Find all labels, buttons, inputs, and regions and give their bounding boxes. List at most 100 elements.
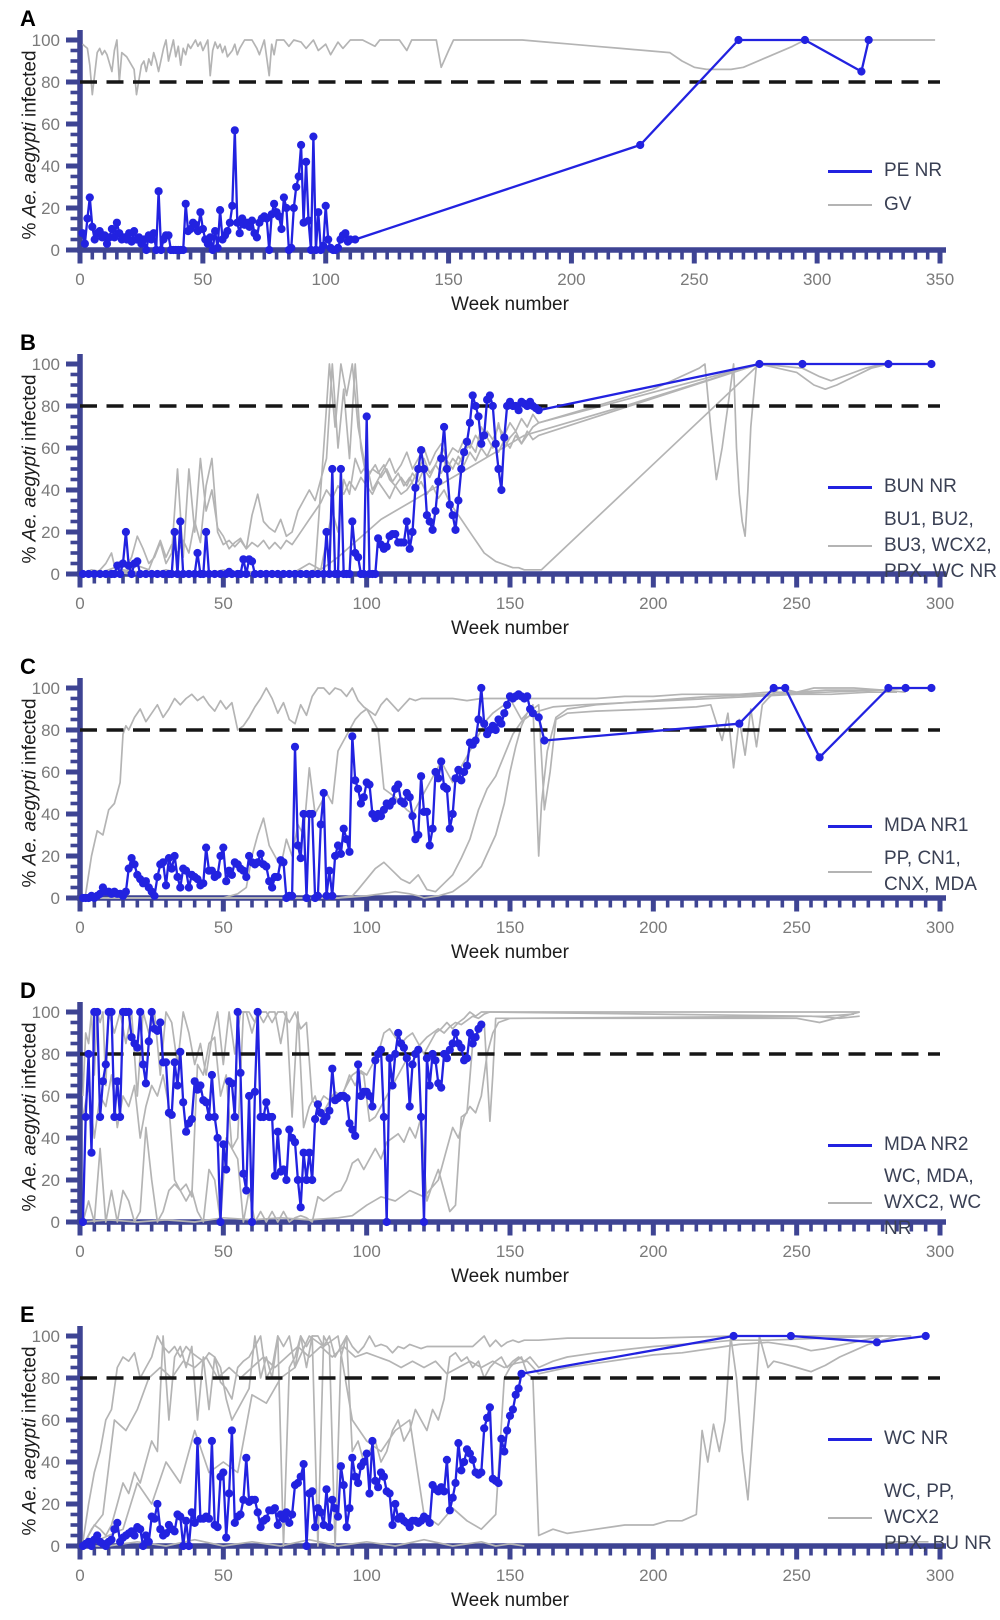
- data-point: [316, 820, 325, 829]
- data-point: [385, 1489, 394, 1498]
- data-point: [127, 854, 136, 863]
- data-point: [285, 1125, 294, 1134]
- data-point: [236, 569, 245, 579]
- data-point: [78, 229, 87, 238]
- data-point: [288, 1510, 297, 1519]
- data-point: [101, 569, 110, 579]
- data-point: [872, 1338, 882, 1347]
- data-point: [193, 1436, 202, 1446]
- data-point: [328, 891, 337, 900]
- data-point: [90, 235, 99, 244]
- axis-ticks: [66, 37, 943, 264]
- data-point: [262, 862, 271, 871]
- blue-series: [78, 683, 936, 903]
- data-point: [500, 1447, 509, 1456]
- data-point: [87, 1541, 96, 1551]
- data-point: [419, 464, 429, 474]
- data-point: [96, 1112, 105, 1122]
- data-point: [262, 1514, 271, 1523]
- data-point: [184, 883, 193, 892]
- data-point: [408, 1060, 417, 1069]
- data-point: [391, 530, 400, 539]
- data-point: [141, 1531, 150, 1540]
- data-point: [179, 569, 188, 579]
- svg-text:0: 0: [51, 889, 60, 908]
- data-point: [308, 569, 317, 579]
- data-point: [302, 893, 311, 903]
- data-point: [405, 1102, 414, 1111]
- panel-b: B 0 50 100 150 200 250 300 0 20 40 60 80 100 % Ae. a…: [0, 324, 1000, 648]
- data-point: [325, 1523, 334, 1532]
- data-point: [182, 866, 191, 875]
- data-point: [328, 464, 337, 474]
- data-point: [290, 569, 300, 579]
- data-point: [325, 569, 334, 579]
- data-point: [341, 229, 350, 238]
- data-point: [216, 851, 225, 861]
- data-point: [336, 464, 345, 474]
- data-point: [382, 542, 391, 551]
- data-point: [414, 1045, 423, 1054]
- data-point: [196, 208, 205, 217]
- data-point: [273, 1520, 282, 1530]
- data-point: [462, 761, 472, 770]
- data-point: [133, 1043, 142, 1052]
- blue-series: [78, 1331, 930, 1551]
- data-point: [511, 1390, 520, 1399]
- data-point: [83, 214, 92, 223]
- svg-text:250: 250: [680, 270, 708, 289]
- panel-e: E 0 50 100 150 200 250 300 0 20 40 60 80 100 % Ae. a…: [0, 1296, 1000, 1620]
- svg-text:350: 350: [926, 270, 954, 289]
- data-point: [256, 569, 265, 579]
- data-point: [305, 1148, 314, 1157]
- data-point: [339, 824, 348, 833]
- chart-e: 0 50 100 150 200 250 300 0 20 40 60 80 100: [32, 1326, 954, 1585]
- data-point: [351, 1472, 360, 1481]
- data-point: [302, 1541, 311, 1551]
- svg-text:80: 80: [41, 721, 60, 740]
- data-point: [359, 1457, 368, 1467]
- svg-text:150: 150: [496, 594, 524, 613]
- svg-text:300: 300: [926, 1242, 954, 1261]
- gray-series: [82, 687, 932, 899]
- gray-series: [82, 1011, 860, 1223]
- data-point: [245, 851, 254, 861]
- data-point: [428, 824, 437, 833]
- data-point: [273, 569, 282, 579]
- panel-c: C 0 50 100 150 200 250 300 0 20 40 60 80 100 % Ae. a…: [0, 648, 1000, 972]
- data-point: [345, 1119, 354, 1128]
- data-point: [182, 1516, 191, 1525]
- data-point: [170, 851, 179, 861]
- data-point: [193, 548, 202, 558]
- data-point: [101, 1060, 110, 1069]
- data-point: [325, 866, 334, 875]
- data-point: [198, 224, 207, 234]
- data-point: [170, 527, 179, 537]
- tick-labels: 0 50 100 150 200 250 300 350 0 20 40 60 80 100: [32, 31, 955, 289]
- data-point: [102, 239, 112, 248]
- data-point: [399, 799, 408, 808]
- data-point: [130, 1531, 139, 1540]
- data-point: [159, 569, 168, 579]
- data-point: [457, 1466, 466, 1475]
- svg-text:40: 40: [41, 1453, 60, 1472]
- panel-d: D 0 50 100 150 200 250 300 0 20 40 60 80 100 % Ae. a…: [0, 972, 1000, 1296]
- data-point: [356, 799, 365, 808]
- data-point: [735, 719, 744, 728]
- svg-text:150: 150: [496, 1566, 524, 1585]
- data-point: [362, 1449, 371, 1458]
- data-point: [316, 1508, 325, 1517]
- axis-ticks: [66, 685, 943, 912]
- data-point: [368, 1436, 377, 1446]
- data-point: [391, 1049, 400, 1059]
- data-point: [798, 359, 807, 369]
- data-point: [230, 1518, 239, 1527]
- svg-text:200: 200: [639, 1242, 667, 1261]
- data-point: [319, 241, 328, 250]
- data-point: [460, 1457, 469, 1467]
- data-point: [136, 1007, 145, 1017]
- svg-text:80: 80: [41, 397, 60, 416]
- data-point: [233, 1007, 242, 1017]
- data-point: [227, 569, 236, 579]
- data-point: [93, 1531, 102, 1540]
